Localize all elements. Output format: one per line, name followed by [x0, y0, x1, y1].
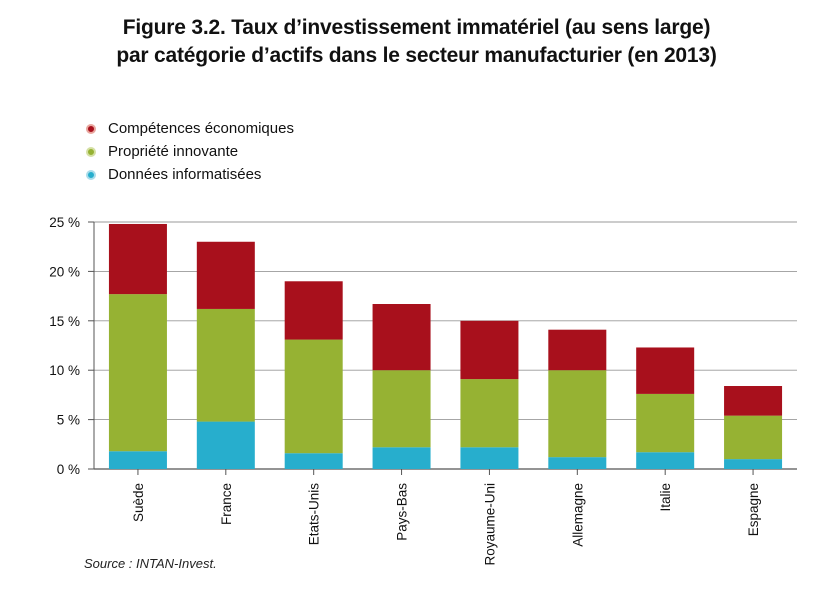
legend-swatch-donnees	[86, 169, 96, 180]
x-category-label: Espagne	[746, 483, 761, 536]
bar-segment	[636, 452, 695, 469]
y-tick-label: 20 %	[49, 264, 80, 279]
bar-segment	[108, 294, 167, 452]
bar-segment	[724, 386, 783, 416]
legend-item-donnees: Données informatisées	[84, 163, 294, 186]
bar-segment	[460, 379, 519, 448]
bar-segment	[284, 453, 343, 469]
bar-segment	[372, 370, 431, 448]
chart-title: Figure 3.2. Taux d’investissement immaté…	[0, 14, 833, 70]
bar-segment	[724, 415, 783, 460]
legend-label-competences: Compétences économiques	[108, 120, 294, 137]
legend-label-donnees: Données informatisées	[108, 166, 262, 183]
legend: Compétences économiques Propriété innova…	[84, 117, 294, 186]
y-tick-label: 25 %	[49, 215, 80, 230]
x-category-label: Suède	[131, 483, 146, 522]
y-tick-label: 15 %	[49, 314, 80, 329]
x-category-label: Pays-Bas	[395, 483, 410, 541]
y-tick-label: 0 %	[57, 462, 80, 477]
bar-segment	[460, 320, 519, 380]
bar-segment	[196, 308, 255, 422]
bar-segment	[284, 281, 343, 340]
y-tick-label: 5 %	[57, 413, 80, 428]
chart-title-line2: par catégorie d’actifs dans le secteur m…	[116, 44, 717, 67]
bar-segment	[548, 329, 607, 371]
chart-title-line1: Figure 3.2. Taux d’investissement immaté…	[122, 16, 711, 39]
legend-label-propriete: Propriété innovante	[108, 143, 239, 160]
bar-segment	[108, 223, 167, 295]
source-note: Source : INTAN-Invest.	[84, 556, 217, 571]
bar-segment	[636, 393, 695, 453]
legend-swatch-propriete	[86, 146, 96, 157]
x-category-label: Royaume-Uni	[482, 483, 497, 566]
bar-segment	[548, 457, 607, 469]
legend-item-competences: Compétences économiques	[84, 117, 294, 140]
legend-swatch-competences	[86, 123, 96, 134]
legend-item-propriete: Propriété innovante	[84, 140, 294, 163]
bar-segment	[548, 370, 607, 458]
bar-segment	[108, 451, 167, 469]
x-category-label: France	[219, 483, 234, 525]
bar-segment	[196, 421, 255, 469]
x-category-label: Allemagne	[570, 483, 585, 547]
x-category-label: Etats-Unis	[307, 483, 322, 546]
bar-segment	[460, 447, 519, 469]
y-tick-label: 10 %	[49, 363, 80, 378]
bar-segment	[372, 447, 431, 469]
bar-segment	[196, 241, 255, 309]
bar-segment	[284, 339, 343, 454]
bar-segment	[636, 347, 695, 394]
bar-segment	[724, 459, 783, 469]
bar-segment	[372, 304, 431, 371]
x-category-label: Italie	[658, 483, 673, 512]
